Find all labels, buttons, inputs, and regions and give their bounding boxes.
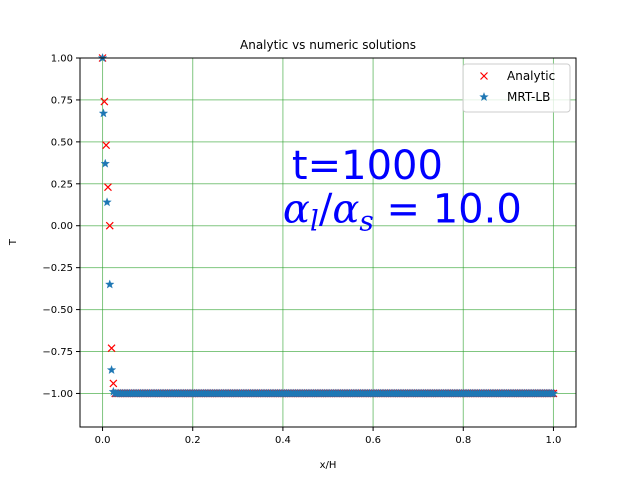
legend-box <box>462 63 571 113</box>
y-tick-label: 1.00 <box>51 54 73 65</box>
annotation-ratio-sub-s: s <box>359 204 373 237</box>
mrt-lb-point <box>106 365 117 374</box>
legend: Analytic MRT-LB <box>462 63 571 113</box>
x-tick-label: 1.0 <box>546 435 562 446</box>
mrt-lb-point <box>102 197 112 207</box>
legend-label-analytic: Analytic <box>507 69 555 83</box>
legend-mrt-lb-marker <box>479 92 489 101</box>
x-tick-label: 0.6 <box>365 435 381 446</box>
annotation-ratio-sub-l: l <box>310 204 319 237</box>
annotation-ratio-alpha-l: α <box>283 186 310 232</box>
annotation-ratio-value: = 10.0 <box>374 186 522 232</box>
analytic-point <box>102 141 111 150</box>
legend-marker-mrt-lb <box>479 92 489 101</box>
grid-layer <box>80 57 576 427</box>
mrt-lb-point <box>98 108 109 118</box>
annotation-ratio-slash: / <box>319 186 333 232</box>
y-axis-label: T <box>8 238 19 246</box>
x-marker-stroke <box>107 344 116 353</box>
y-tick-label: 0.50 <box>51 137 73 148</box>
analytic-point <box>100 97 109 106</box>
x-tick-label: 0.0 <box>95 435 111 446</box>
axes-layer <box>79 57 577 428</box>
y-tick-label: 0.75 <box>51 95 73 106</box>
svg-text:αl/αs = 10.0: αl/αs = 10.0 <box>283 186 522 237</box>
legend-analytic-marker <box>480 72 488 80</box>
mrt-lb-point <box>105 279 115 289</box>
analytic-point <box>104 183 112 192</box>
annotation-time: t=1000 <box>292 143 443 189</box>
x-tick-label: 0.2 <box>185 435 201 446</box>
series-mrt-lb <box>97 53 559 398</box>
x-marker-stroke <box>109 379 118 388</box>
x-marker-stroke <box>105 221 114 230</box>
chart-title: Analytic vs numeric solutions <box>240 38 416 52</box>
x-tick-label: 0.8 <box>455 435 471 446</box>
analytic-point <box>105 221 114 230</box>
y-tick-label: −0.50 <box>42 305 73 316</box>
legend-label-mrt-lb: MRT-LB <box>507 90 550 104</box>
mrt-lb-point <box>548 388 559 398</box>
y-tick-label: −0.25 <box>42 263 73 274</box>
analytic-point <box>107 344 116 353</box>
y-tick-label: 0.00 <box>51 221 73 232</box>
plot-frame <box>79 57 577 428</box>
y-tick-label: 0.25 <box>51 179 73 190</box>
annotation-ratio: αl/αs = 10.0 <box>283 186 522 237</box>
annotation-ratio-alpha-s: α <box>332 186 359 232</box>
data-layer <box>97 53 559 398</box>
x-axis-label: x/H <box>320 460 337 471</box>
tick-layer: 0.0 0.2 0.4 0.6 0.8 1.0 1.00 0.75 0.50 0.25 0.00 −0… <box>42 54 561 447</box>
x-tick-label: 0.4 <box>275 435 291 446</box>
analytic-point <box>109 379 118 388</box>
x-marker-stroke <box>102 141 111 150</box>
x-marker-stroke <box>480 72 488 80</box>
mrt-lb-point <box>100 158 110 168</box>
legend-marker-analytic <box>480 72 488 80</box>
x-marker-stroke <box>104 183 112 192</box>
x-marker-stroke <box>100 97 109 106</box>
y-tick-label: −1.00 <box>42 389 73 400</box>
y-tick-label: −0.75 <box>42 347 73 358</box>
